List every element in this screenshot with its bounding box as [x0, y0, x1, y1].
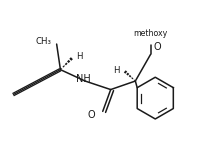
Text: O: O	[87, 110, 95, 120]
Text: CH₃: CH₃	[36, 37, 52, 46]
Text: O: O	[154, 42, 161, 52]
Text: methoxy: methoxy	[133, 29, 168, 38]
Text: H: H	[113, 66, 119, 75]
Text: NH: NH	[76, 74, 91, 84]
Text: H: H	[76, 52, 83, 61]
